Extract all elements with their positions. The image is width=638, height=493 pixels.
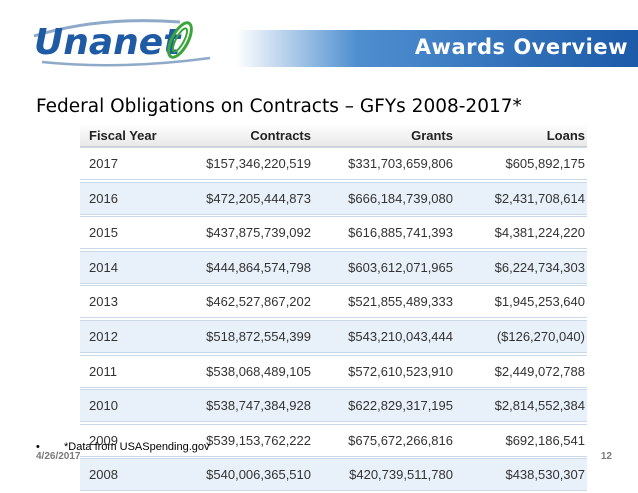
slide-title: Awards Overview [414,35,628,59]
table-row: 2014 $444,864,574,798 $603,612,071,965 $6,2… [80,250,587,284]
header-grants: Grants [411,127,453,143]
cell-fiscal-year: 2015 [89,225,118,241]
table-row: 2016 $472,205,444,873 $666,184,739,080 $2,4… [80,181,587,215]
cell-grants: $622,829,317,195 [348,398,453,414]
cell-contracts: $538,068,489,105 [206,363,311,379]
cell-fiscal-year: 2012 [89,328,118,344]
cell-fiscal-year: 2011 [89,363,117,379]
cell-grants: $603,612,071,965 [348,259,453,275]
table-row: 2011 $538,068,489,105 $572,610,523,910 $2,4… [80,354,587,388]
table-row: 2010 $538,747,384,928 $622,829,317,195 $2,8… [80,389,587,423]
table-row: 2009 $539,153,762,222 $675,672,266,816 $692… [80,423,587,457]
table-row: 2008 $540,006,365,510 $420,739,511,780 $438… [80,458,587,492]
cell-loans: $438,530,307 [505,467,585,483]
footer-date: 4/26/2017 [36,451,81,462]
cell-grants: $521,855,489,333 [348,294,453,310]
cell-contracts: $538,747,384,928 [206,398,311,414]
cell-fiscal-year: 2017 [89,156,118,171]
unanet-logo: Unanet [33,19,211,67]
header-bar: Awards Overview [236,30,638,67]
cell-grants: $616,885,741,393 [348,225,453,241]
cell-fiscal-year: 2008 [89,467,118,483]
cell-contracts: $444,864,574,798 [206,259,311,275]
cell-grants: $331,703,659,806 [348,156,453,171]
cell-grants: $666,184,739,080 [348,190,453,206]
obligations-table: Fiscal Year Contracts Grants Loans 2017 $… [80,124,587,493]
cell-loans: $4,381,224,220 [494,225,585,241]
cell-fiscal-year: 2016 [89,190,118,206]
slide-subtitle: Federal Obligations on Contracts – GFYs … [36,96,522,117]
cell-loans: ($126,270,040) [496,328,585,344]
page-number: 12 [600,451,612,462]
cell-fiscal-year: 2014 [89,259,118,275]
footnote-text: *Data from USASpending.gov [64,441,210,453]
table-header-row: Fiscal Year Contracts Grants Loans [80,124,587,147]
header-fiscal-year: Fiscal Year [89,127,157,143]
header-loans: Loans [546,127,585,143]
cell-grants: $572,610,523,910 [348,363,453,379]
cell-fiscal-year: 2010 [89,398,118,414]
cell-loans: $1,945,253,640 [494,294,585,310]
table-row: 2012 $518,872,554,399 $543,210,043,444 ($12… [80,319,587,353]
table-row: 2013 $462,527,867,202 $521,855,489,333 $1,9… [80,285,587,319]
cell-loans: $2,431,708,614 [494,190,585,206]
cell-contracts: $518,872,554,399 [206,328,311,344]
svg-text:Unanet: Unanet [34,22,182,63]
cell-loans: $2,814,552,384 [494,398,585,414]
cell-fiscal-year: 2013 [89,294,118,310]
cell-loans: $692,186,541 [505,432,585,448]
table-row: 2017 $157,346,220,519 $331,703,659,806 $605… [80,147,587,180]
cell-contracts: $539,153,762,222 [206,432,311,448]
cell-contracts: $157,346,220,519 [206,156,311,171]
table-row: 2015 $437,875,739,092 $616,885,741,393 $4,3… [80,216,587,250]
cell-contracts: $437,875,739,092 [206,225,311,241]
cell-contracts: $472,205,444,873 [206,190,311,206]
cell-loans: $6,224,734,303 [494,259,585,275]
cell-contracts: $462,527,867,202 [206,294,311,310]
cell-grants: $675,672,266,816 [348,432,453,448]
cell-contracts: $540,006,365,510 [206,467,311,483]
cell-grants: $543,210,043,444 [348,328,453,344]
header-contracts: Contracts [250,127,311,143]
cell-loans: $605,892,175 [505,156,585,171]
cell-fiscal-year: 2009 [89,432,118,448]
cell-grants: $420,739,511,780 [349,467,453,483]
cell-loans: $2,449,072,788 [494,363,585,379]
footnote: • *Data from USASpending.gov [36,441,210,453]
